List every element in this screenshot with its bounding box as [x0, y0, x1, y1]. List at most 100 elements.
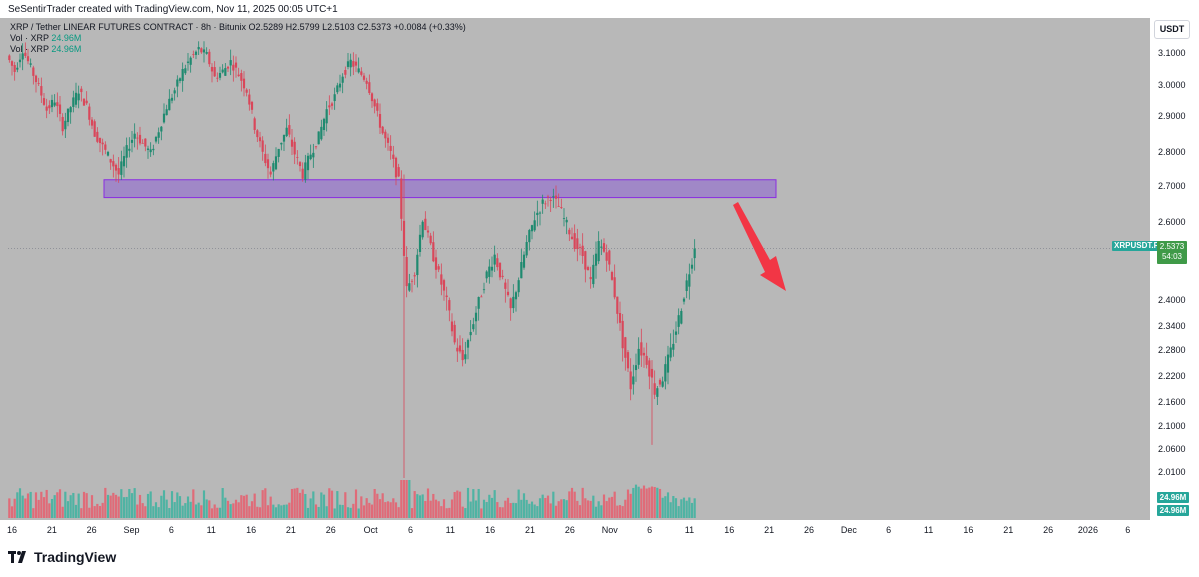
candle-body: [37, 83, 40, 84]
volume-bar: [10, 506, 14, 518]
candle-body: [592, 264, 595, 285]
volume-bar: [490, 497, 494, 518]
tradingview-logo[interactable]: TradingView: [8, 549, 116, 565]
candle-body: [517, 280, 520, 293]
volume-bar: [277, 504, 280, 518]
volume-bar: [608, 497, 611, 518]
candle-body: [328, 105, 331, 108]
y-tick-label: 2.1600: [1158, 397, 1186, 407]
candle-body: [549, 199, 552, 202]
candle-body: [34, 75, 38, 83]
candle-body: [645, 355, 648, 365]
volume-bar: [368, 502, 371, 518]
volume-bar: [410, 508, 414, 518]
currency-button[interactable]: USDT: [1154, 20, 1190, 39]
candle-body: [613, 277, 616, 298]
volume-bar: [376, 493, 379, 518]
candle-body: [237, 74, 240, 77]
candle-body: [154, 136, 158, 142]
candle-body: [560, 207, 563, 209]
candle-body: [248, 94, 251, 105]
candle-body: [426, 230, 430, 233]
volume-bar: [370, 504, 374, 518]
volume-bar: [189, 501, 192, 518]
volume-bar: [226, 500, 230, 518]
candle-body: [648, 360, 651, 377]
volume-bar: [554, 505, 558, 518]
volume-bar: [578, 505, 582, 518]
y-tick-label: 2.4000: [1158, 295, 1186, 305]
volume-bar: [533, 504, 536, 518]
chart-area[interactable]: [0, 18, 1150, 520]
candle-body: [304, 162, 307, 180]
volume-bar: [525, 499, 528, 518]
volume-bar: [264, 488, 267, 518]
candle-body: [589, 277, 592, 280]
candle-body: [656, 388, 659, 397]
candle-body: [685, 280, 688, 292]
x-tick-label: 21: [46, 525, 57, 535]
price-axis[interactable]: [1150, 18, 1199, 520]
volume-bar: [320, 492, 323, 518]
candle-body: [104, 144, 107, 150]
volume-bar: [384, 502, 387, 518]
volume-bar: [685, 500, 688, 518]
candle-body: [600, 246, 603, 248]
volume-bar: [130, 493, 134, 518]
volume-bar: [653, 486, 656, 518]
y-tick-label: 2.2200: [1158, 371, 1186, 381]
volume-bar: [138, 494, 142, 518]
candle-body: [445, 295, 448, 298]
volume-bar: [530, 501, 534, 518]
candle-body: [229, 60, 232, 66]
volume-bar: [656, 487, 659, 518]
candle-body: [186, 61, 190, 63]
candle-body: [626, 352, 630, 369]
volume-bar: [253, 493, 256, 518]
candle-body: [240, 73, 243, 81]
candle-body: [330, 103, 334, 106]
volume-bar: [136, 504, 139, 518]
volume-bar: [285, 504, 288, 518]
volume-bar: [106, 494, 110, 518]
volume-bar: [432, 493, 435, 518]
candle-body: [360, 71, 363, 75]
x-tick-label: 6: [886, 525, 892, 535]
volume-bar: [416, 494, 419, 518]
volume-bar: [8, 498, 11, 518]
candle-body: [528, 230, 531, 243]
bar-countdown: 54:03: [1161, 252, 1183, 261]
candle-body: [384, 131, 387, 139]
candle-body: [456, 347, 459, 352]
volume-bar: [197, 502, 200, 518]
candle-body: [173, 90, 176, 94]
volume-bar: [562, 499, 566, 518]
candle-body: [690, 264, 694, 269]
volume-bar: [602, 494, 606, 518]
volume-bar: [341, 504, 344, 518]
candle-body: [82, 98, 86, 106]
candle-body: [309, 154, 312, 160]
volume-bar: [469, 501, 472, 518]
volume-bar: [362, 505, 366, 518]
volume-bar: [80, 508, 83, 518]
volume-bar: [397, 507, 400, 518]
volume-bar: [322, 494, 326, 518]
x-tick-label: 26: [325, 525, 336, 535]
volume-bar: [229, 504, 232, 518]
candle-body: [16, 67, 19, 70]
candle-body: [533, 220, 536, 231]
volume-bar: [261, 490, 264, 518]
candle-body: [408, 283, 411, 291]
candle-body: [258, 137, 262, 142]
tradingview-icon: [8, 550, 30, 564]
volume-bar: [658, 488, 662, 518]
volume-bar: [21, 495, 24, 518]
candle-body: [77, 93, 80, 101]
volume-bar: [312, 491, 315, 518]
candle-body: [245, 89, 248, 93]
candle-body: [624, 337, 627, 358]
x-tick-label: 26: [803, 525, 815, 535]
candle-body: [178, 78, 182, 81]
volume-bar: [50, 498, 54, 518]
